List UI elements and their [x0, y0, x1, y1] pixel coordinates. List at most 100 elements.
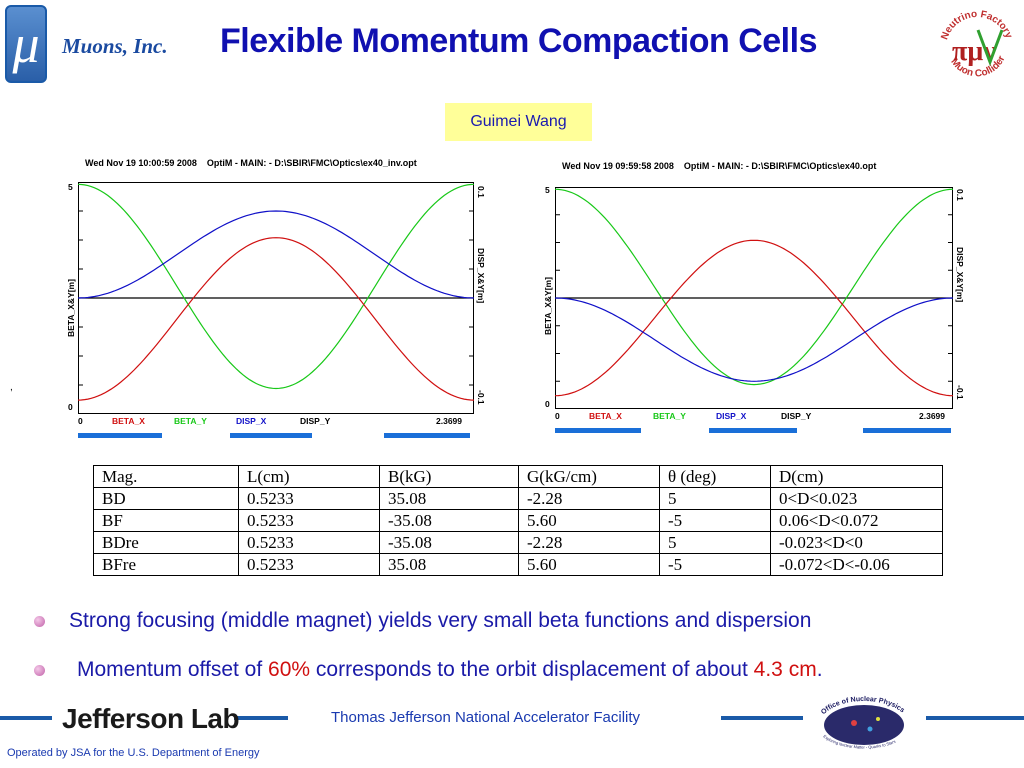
table-cell: 0.06<D<0.072: [770, 509, 943, 532]
footer-line-right-a: [721, 716, 803, 720]
table-cell: 0.5233: [238, 553, 380, 576]
footer-line-right-b: [926, 716, 1024, 720]
bullet-text-post: .: [816, 658, 823, 681]
legend-beta-x: BETA_X: [589, 411, 622, 421]
table-header-cell: θ (deg): [659, 465, 771, 488]
beta-x-curve: [555, 239, 953, 397]
left-tick-top: 5: [68, 182, 73, 192]
optics-plot-2: Wed Nov 19 09:59:58 2008 OptiM - MAIN: -…: [541, 155, 969, 440]
x-end-label: 2.3699: [436, 416, 462, 426]
magnet-bar-right: [384, 433, 470, 438]
stray-mark: ,: [10, 382, 13, 393]
bullet-text-mid: corresponds to the orbit displacement of…: [310, 658, 754, 681]
muons-inc-logo: μ: [5, 5, 47, 83]
table-cell: -2.28: [518, 487, 660, 510]
table-cell: 35.08: [379, 487, 519, 510]
table-cell: 0.5233: [238, 531, 380, 554]
table-row: BDre 0.5233 -35.08 -2.28 5 -0.023<D<0: [93, 531, 943, 554]
magnet-parameters-table: Mag. L(cm) B(kG) G(kG/cm) θ (deg) D(cm) …: [93, 465, 943, 576]
table-header-cell: D(cm): [770, 465, 943, 488]
table-header-cell: L(cm): [238, 465, 380, 488]
right-axis-label: DISP_X&Y[m]: [955, 247, 965, 303]
legend-disp-x: DISP_X: [236, 416, 267, 426]
magnet-bar-middle: [709, 428, 797, 433]
slide-title: Flexible Momentum Compaction Cells: [220, 22, 817, 60]
facility-name: Thomas Jefferson National Accelerator Fa…: [331, 709, 641, 726]
table-cell: -35.08: [379, 531, 519, 554]
right-tick-bottom: -0.1: [955, 385, 965, 400]
operated-by-text: Operated by JSA for the U.S. Department …: [7, 747, 260, 759]
x-end-label: 2.3699: [919, 411, 945, 421]
table-cell: 35.08: [379, 553, 519, 576]
optics-plot-1: Wed Nov 19 10:00:59 2008 OptiM - MAIN: -…: [64, 152, 490, 442]
table-cell: -5: [659, 509, 771, 532]
table-cell: -0.023<D<0: [770, 531, 943, 554]
bullet-text-1: Strong focusing (middle magnet) yields v…: [69, 609, 812, 632]
left-tick-bottom: 0: [545, 399, 550, 409]
table-cell: 5.60: [518, 553, 660, 576]
disp-x-curve: [78, 210, 474, 299]
bullet-text-2: Momentum offset of 60% corresponds to th…: [77, 658, 823, 682]
table-cell: 5: [659, 487, 771, 510]
beta-x-curve: [78, 237, 474, 401]
footer-line-left: [0, 716, 52, 720]
table-row: BFre 0.5233 35.08 5.60 -5 -0.072<D<-0.06: [93, 553, 943, 576]
bullet-icon: [34, 665, 45, 676]
magnet-bar-left: [78, 433, 162, 438]
neutrino-factory-logo: Neutrino Factory Muon Collider πμν: [939, 9, 1014, 80]
plot-header: Wed Nov 19 10:00:59 2008 OptiM - MAIN: -…: [85, 158, 417, 168]
office-of-nuclear-physics-logo: Office of Nuclear Physics Exploring Nucl…: [820, 696, 906, 750]
plot-header: Wed Nov 19 09:59:58 2008 OptiM - MAIN: -…: [562, 161, 877, 171]
left-axis-label: BETA_X&Y[m]: [66, 279, 76, 337]
right-tick-bottom: -0.1: [476, 390, 486, 405]
right-axis-label: DISP_X&Y[m]: [476, 248, 486, 304]
plot-area: [78, 182, 474, 414]
legend-beta-y: BETA_Y: [174, 416, 207, 426]
legend-disp-y: DISP_Y: [300, 416, 331, 426]
x-start-label: 0: [78, 416, 83, 426]
table-cell: -2.28: [518, 531, 660, 554]
table-header-row: Mag. L(cm) B(kG) G(kG/cm) θ (deg) D(cm): [93, 465, 943, 488]
legend-beta-x: BETA_X: [112, 416, 145, 426]
table-row: BF 0.5233 -35.08 5.60 -5 0.06<D<0.072: [93, 509, 943, 532]
table-cell: 0.5233: [238, 509, 380, 532]
left-tick-top: 5: [545, 185, 550, 195]
legend-disp-x: DISP_X: [716, 411, 747, 421]
magnet-bar-left: [555, 428, 641, 433]
table-cell: -35.08: [379, 509, 519, 532]
table-cell: BD: [93, 487, 239, 510]
author-box: Guimei Wang: [445, 103, 592, 141]
legend-disp-y: DISP_Y: [781, 411, 812, 421]
bullet-icon: [34, 616, 45, 627]
beta-y-curve: [555, 188, 953, 386]
table-cell: 0<D<0.023: [770, 487, 943, 510]
orbit-displacement-value: 4.3 cm: [753, 658, 817, 681]
disp-x-curve: [555, 297, 953, 382]
jefferson-lab-logo: Jefferson Lab: [62, 703, 240, 734]
magnet-bar-middle: [230, 433, 312, 438]
organization-name: Muons, Inc.: [62, 34, 168, 58]
table-cell: BDre: [93, 531, 239, 554]
legend-beta-y: BETA_Y: [653, 411, 686, 421]
table-cell: 5: [659, 531, 771, 554]
table-cell: BFre: [93, 553, 239, 576]
table-cell: BF: [93, 509, 239, 532]
table-row: BD 0.5233 35.08 -2.28 5 0<D<0.023: [93, 487, 943, 510]
magnet-bar-right: [863, 428, 951, 433]
left-axis-label: BETA_X&Y[m]: [543, 277, 553, 335]
beta-y-curve: [78, 183, 474, 390]
table-header-cell: G(kG/cm): [518, 465, 660, 488]
table-cell: 0.5233: [238, 487, 380, 510]
left-tick-bottom: 0: [68, 402, 73, 412]
x-start-label: 0: [555, 411, 560, 421]
right-tick-top: 0.1: [955, 189, 965, 201]
table-cell: -5: [659, 553, 771, 576]
bullet-text-pre: Momentum offset of: [77, 658, 269, 681]
table-cell: 5.60: [518, 509, 660, 532]
table-header-cell: Mag.: [93, 465, 239, 488]
plot-area: [555, 187, 953, 409]
table-header-cell: B(kG): [379, 465, 519, 488]
footer-line-mid: [234, 716, 288, 720]
momentum-offset-value: 60%: [268, 658, 311, 681]
right-tick-top: 0.1: [476, 186, 486, 198]
